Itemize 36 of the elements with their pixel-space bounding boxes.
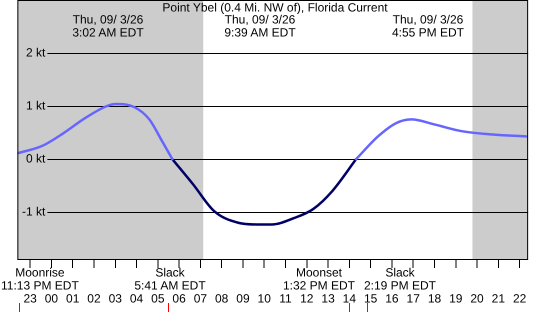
chart-title: Point Ybel (0.4 Mi. NW of), Florida Current (162, 0, 388, 14)
x-tick-label: 12 (300, 292, 314, 306)
x-tick-label: 11 (279, 292, 292, 306)
annotation: Thu, 09/ 3/26 3:02 AM EDT (72, 12, 144, 40)
y-tick-label: 1 kt (26, 98, 46, 112)
x-tick-label: 14 (342, 292, 356, 306)
x-tick-label: 20 (470, 292, 484, 306)
x-tick-label: 17 (406, 292, 420, 306)
x-tick-label: 09 (236, 292, 250, 306)
y-tick-label: -1 kt (22, 204, 46, 219)
x-tick-label: 02 (87, 292, 101, 306)
x-tick-label: 15 (364, 292, 378, 306)
x-tick-label: 05 (151, 292, 165, 306)
x-tick-label: 00 (44, 292, 58, 306)
x-tick-label: 04 (130, 292, 144, 306)
y-tick-label: 2 kt (26, 45, 46, 60)
x-tick-label: 22 (512, 292, 527, 306)
x-tick-label: 21 (492, 292, 506, 306)
annotation: Thu, 09/ 3/26 9:39 AM EDT (224, 12, 296, 40)
x-tick-label: 10 (258, 292, 272, 306)
text: Moonset 1:32 PM EDT (282, 265, 356, 292)
x-tick-label: 13 (321, 292, 336, 306)
text: Moonrise 11:13 PM EDT (0, 265, 80, 292)
x-tick-label: 23 (23, 292, 38, 306)
x-tick-label: 06 (172, 292, 186, 306)
annotation: Thu, 09/ 3/26 4:55 PM EDT (392, 12, 465, 40)
x-tick-label: 19 (449, 292, 463, 306)
x-tick-label: 16 (385, 292, 399, 306)
x-tick-label: 18 (428, 292, 442, 306)
text: Slack 2:19 PM EDT (364, 265, 437, 292)
x-tick-label: 07 (194, 292, 208, 306)
x-tick-label: 03 (108, 292, 122, 306)
x-tick-label: 08 (214, 292, 229, 306)
x-tick-label: 01 (66, 292, 80, 306)
y-tick-label: 0 kt (26, 151, 46, 166)
text: Slack 5:41 AM EDT (134, 265, 206, 292)
